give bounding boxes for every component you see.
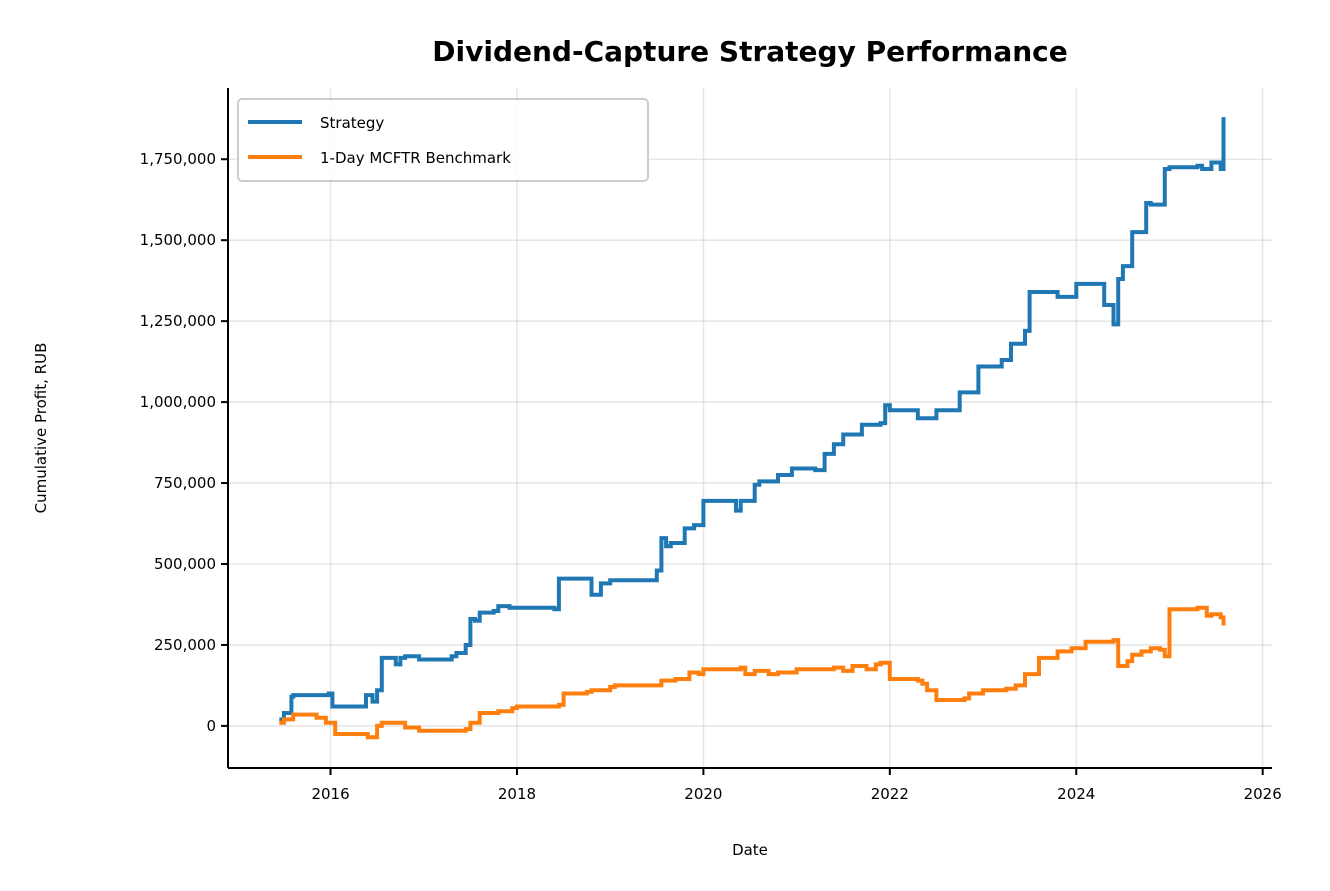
y-tick-label: 500,000: [154, 555, 216, 573]
y-tick-label: 250,000: [154, 636, 216, 654]
series-line-benchmark: [279, 605, 1226, 740]
x-tick-label: 2016: [311, 785, 349, 803]
legend: Strategy 1-Day MCFTR Benchmark: [237, 98, 649, 182]
y-tick-label: 1,250,000: [140, 312, 216, 330]
y-tick-label: 1,750,000: [140, 150, 216, 168]
x-tick-label: 2020: [684, 785, 722, 803]
y-tick-label: 0: [206, 717, 216, 735]
legend-frame: [237, 98, 649, 182]
legend-label-benchmark: 1-Day MCFTR Benchmark: [320, 149, 511, 167]
y-axis-ticks: 0 250,000 500,000 750,000 1,000,000 1,250,000…: [140, 150, 228, 735]
x-tick-label: 2026: [1244, 785, 1282, 803]
y-axis-label: Cumulative Profit, RUB: [32, 343, 50, 514]
x-axis-label: Date: [732, 841, 768, 859]
x-tick-label: 2024: [1057, 785, 1095, 803]
x-tick-label: 2018: [498, 785, 536, 803]
x-tick-label: 2022: [871, 785, 909, 803]
y-tick-label: 750,000: [154, 474, 216, 492]
series-line-strategy: [279, 117, 1226, 722]
x-axis-ticks: 2016 2018 2020 2022 2024 2026: [311, 768, 1282, 803]
x-gridlines: [329, 88, 1264, 768]
y-tick-label: 1,000,000: [140, 393, 216, 411]
y-tick-label: 1,500,000: [140, 231, 216, 249]
legend-label-strategy: Strategy: [320, 114, 384, 132]
series-layer: [279, 117, 1226, 740]
chart-title: Dividend-Capture Strategy Performance: [432, 35, 1067, 68]
